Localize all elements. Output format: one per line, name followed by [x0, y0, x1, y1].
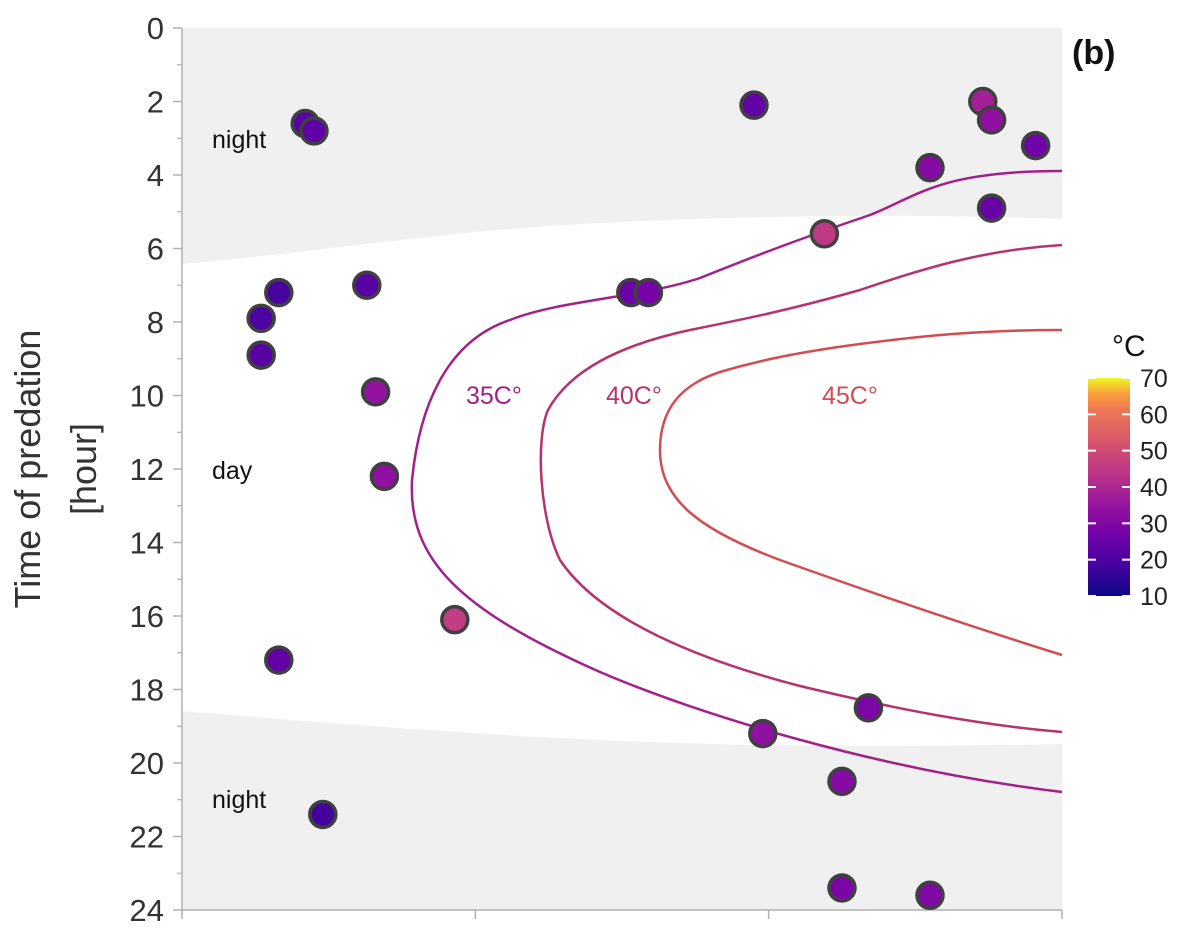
data-point	[299, 116, 329, 146]
data-point	[264, 645, 294, 675]
data-point	[1020, 130, 1051, 161]
y-tick-label: 6	[147, 232, 164, 267]
colorbar-tick-label: 70	[1140, 365, 1168, 393]
y-tick-label: 18	[130, 673, 164, 708]
data-points	[246, 86, 1051, 911]
contour-35	[410, 169, 1063, 794]
contour-label-45: 45C°	[822, 382, 878, 410]
night-band-bottom	[182, 711, 1062, 910]
region-label-night-bottom: night	[212, 786, 266, 814]
y-tick-label: 16	[130, 599, 164, 634]
data-point	[246, 340, 276, 370]
y-tick-label: 2	[147, 85, 164, 120]
contour-45	[658, 328, 1063, 657]
y-tick-label: 0	[147, 11, 164, 46]
data-point	[264, 277, 294, 308]
colorbar-tick-label: 30	[1140, 510, 1168, 538]
data-point	[976, 193, 1007, 223]
colorbar-tick-label: 60	[1140, 401, 1168, 429]
contour-label-40: 40C°	[606, 382, 662, 410]
colorbar-tick-label: 40	[1140, 474, 1168, 502]
y-tick-label: 20	[130, 746, 164, 781]
data-point	[369, 461, 400, 492]
colorbar-tick-label: 20	[1140, 547, 1168, 575]
data-point	[308, 799, 338, 830]
data-point	[352, 270, 382, 300]
data-point	[748, 718, 778, 749]
y-tick-label: 12	[130, 452, 164, 487]
data-point	[440, 604, 470, 635]
data-point	[809, 219, 840, 249]
y-tick-label: 22	[130, 820, 164, 855]
region-label-night-top: night	[212, 126, 266, 154]
y-axis-title-line2: [hour]	[63, 423, 104, 515]
data-point	[633, 277, 664, 308]
y-tick-label: 4	[147, 158, 164, 193]
y-axis-title-line1: Time of predation	[7, 330, 48, 609]
data-point	[853, 693, 884, 723]
data-point	[915, 152, 945, 183]
colorbar-title: °C	[1112, 330, 1146, 363]
data-point	[976, 105, 1007, 135]
region-label-day: day	[212, 457, 253, 485]
colorbar-tick-label: 10	[1140, 583, 1168, 611]
data-point	[827, 766, 857, 797]
night-band-top	[182, 28, 1062, 264]
colorbar-ticks: 10 20 30 40 50 60 70	[1088, 365, 1168, 611]
panel-label: (b)	[1072, 34, 1115, 72]
y-tick-label: 24	[130, 893, 164, 928]
colorbar-tick-label: 50	[1140, 438, 1168, 466]
data-point	[827, 873, 857, 903]
data-point	[246, 303, 276, 334]
data-point	[915, 880, 945, 911]
contour-40	[539, 243, 1063, 734]
data-point	[360, 377, 391, 407]
y-tick-label: 10	[130, 379, 164, 414]
y-tick-label: 14	[130, 526, 164, 561]
data-point	[739, 90, 769, 120]
y-tick-label: 8	[147, 305, 164, 340]
contour-label-35: 35C°	[466, 382, 522, 410]
